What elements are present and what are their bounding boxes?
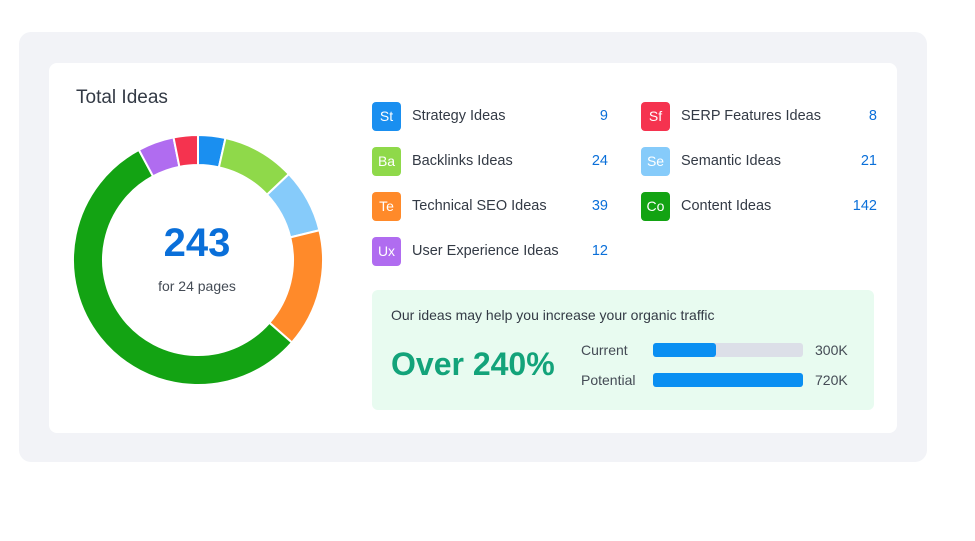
legend-label: Technical SEO Ideas [412,198,547,214]
legend-count: 24 [591,153,608,169]
legend-label: Content Ideas [681,198,772,214]
legend-count: 12 [591,243,608,259]
potential-bar-track [653,373,803,387]
legend-count: 39 [591,198,608,214]
donut-slice-content-ideas[interactable] [72,148,294,386]
donut-slice-serp-features-ideas[interactable] [172,133,199,169]
ideas-donut-chart [72,133,324,386]
potential-label: Potential [581,372,636,388]
content-badge-icon: Co [641,192,670,221]
total-ideas-subtitle: for 24 pages [158,278,236,294]
donut-slice-technical-seo-ideas[interactable] [267,229,324,344]
potential-value: 720K [815,372,848,388]
legend-count: 21 [860,153,877,169]
organic-traffic-box: Our ideas may help you increase your org… [372,290,874,410]
legend-label: Strategy Ideas [412,108,506,124]
strategy-badge-icon: St [372,102,401,131]
legend-label: Backlinks Ideas [412,153,513,169]
traffic-headline: Over 240% [391,346,555,382]
technical-seo-badge-icon: Te [372,192,401,221]
legend-label: Semantic Ideas [681,153,781,169]
legend-count: 8 [868,108,877,124]
current-bar-track [653,343,803,357]
current-label: Current [581,342,628,358]
semantic-badge-icon: Se [641,147,670,176]
legend-count: 142 [852,198,877,214]
potential-bar-fill [653,373,803,387]
user-experience-badge-icon: Ux [372,237,401,266]
legend-label: User Experience Ideas [412,243,559,259]
legend-count: 9 [599,108,608,124]
traffic-title: Our ideas may help you increase your org… [391,307,715,323]
total-ideas-value: 243 [163,221,231,265]
current-bar-fill [653,343,716,357]
total-ideas-card: Total Ideas 243 for 24 pages St Strategy… [49,63,897,433]
card-title: Total Ideas [76,87,168,108]
current-value: 300K [815,342,848,358]
serp-features-badge-icon: Sf [641,102,670,131]
backlinks-badge-icon: Ba [372,147,401,176]
legend-label: SERP Features Ideas [681,108,821,124]
